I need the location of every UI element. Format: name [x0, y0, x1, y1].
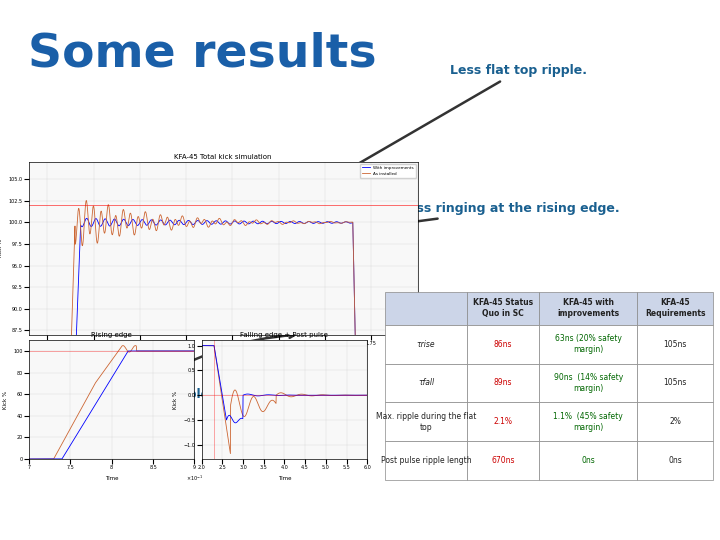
Bar: [385, 325, 467, 363]
Text: KFA-45 Status
Quo in SC: KFA-45 Status Quo in SC: [473, 299, 534, 318]
Text: Less flat top ripple.: Less flat top ripple.: [325, 64, 587, 183]
Y-axis label: Kick %: Kick %: [173, 390, 178, 409]
Line: As installed: As installed: [48, 200, 418, 540]
Bar: [539, 363, 637, 402]
Bar: [385, 402, 467, 441]
Text: 90ns  (14% safety
margin): 90ns (14% safety margin): [554, 373, 623, 393]
As installed: [82, 197, 91, 204]
X-axis label: Time: Time: [105, 476, 118, 481]
Text: 63ns (20% safety
margin): 63ns (20% safety margin): [555, 334, 622, 354]
Text: KFA-45 with
improvements: KFA-45 with improvements: [557, 299, 619, 318]
Bar: [467, 292, 539, 325]
Text: Post pulse ripple length: Post pulse ripple length: [381, 456, 472, 465]
Text: 1.1%  (45% safety
margin): 1.1% (45% safety margin): [554, 412, 624, 431]
Text: $\times 10^{-1}$: $\times 10^{-1}$: [186, 473, 203, 483]
Text: Some results: Some results: [28, 32, 377, 77]
With improvements: [185, 218, 194, 224]
Bar: [385, 292, 467, 325]
Bar: [539, 292, 637, 325]
With improvements: [201, 218, 210, 225]
Text: τfall: τfall: [418, 379, 434, 388]
Text: 2%: 2%: [669, 417, 681, 427]
Text: KFA-45
Requirements: KFA-45 Requirements: [645, 299, 706, 318]
As installed: [86, 230, 94, 237]
Text: τrise: τrise: [417, 340, 436, 349]
Text: 105ns: 105ns: [663, 379, 687, 388]
Bar: [637, 292, 713, 325]
Y-axis label: Kick %: Kick %: [0, 239, 3, 258]
Text: 86ns: 86ns: [494, 340, 513, 349]
Title: KFA-45 Total kick simulation: KFA-45 Total kick simulation: [174, 154, 272, 160]
With improvements: [86, 221, 94, 227]
Text: 670ns: 670ns: [491, 456, 515, 465]
Y-axis label: Kick %: Kick %: [3, 390, 8, 409]
Title: Falling edge + Post pulse: Falling edge + Post pulse: [240, 333, 328, 339]
Bar: [637, 441, 713, 480]
Text: Less post-pulse ripple.: Less post-pulse ripple.: [55, 333, 294, 401]
Text: TE 3530: TE 3530: [420, 508, 472, 521]
Text: 0ns: 0ns: [582, 456, 595, 465]
Text: 0ns: 0ns: [668, 456, 682, 465]
Title: Rising edge: Rising edge: [91, 333, 132, 339]
Bar: [467, 441, 539, 480]
Bar: [385, 363, 467, 402]
Bar: [539, 402, 637, 441]
Text: 7: 7: [665, 508, 674, 521]
With improvements: [82, 215, 91, 221]
Bar: [385, 441, 467, 480]
Text: 89ns: 89ns: [494, 379, 513, 388]
X-axis label: t [ms]: t [ms]: [215, 352, 232, 356]
Bar: [467, 325, 539, 363]
Text: CERN: CERN: [19, 512, 35, 517]
Legend: With improvements, As installed: With improvements, As installed: [360, 164, 415, 178]
Line: With improvements: With improvements: [48, 218, 418, 540]
As installed: [185, 218, 194, 225]
Bar: [637, 363, 713, 402]
Text: Less ringing at the rising edge.: Less ringing at the rising edge.: [251, 202, 620, 245]
Text: 105ns: 105ns: [663, 340, 687, 349]
With improvements: [107, 220, 116, 227]
Text: Max. ripple during the flat
top: Max. ripple during the flat top: [376, 412, 477, 431]
As installed: [201, 218, 210, 224]
Bar: [467, 402, 539, 441]
Text: 2.1%: 2.1%: [494, 417, 513, 427]
Bar: [539, 325, 637, 363]
X-axis label: Time: Time: [278, 476, 291, 481]
Bar: [637, 325, 713, 363]
Bar: [637, 402, 713, 441]
As installed: [107, 230, 116, 236]
Bar: [539, 441, 637, 480]
Bar: [467, 363, 539, 402]
